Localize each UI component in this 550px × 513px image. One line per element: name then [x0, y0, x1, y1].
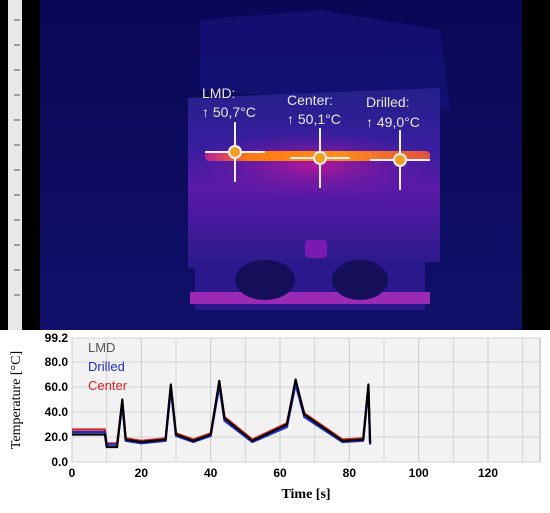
marker-lmd-label: LMD: — [202, 85, 235, 101]
marker-lmd-reading: ↑ 50,7°C — [202, 104, 256, 120]
clamp-left — [235, 260, 295, 300]
right-border — [522, 0, 550, 330]
y-axis-label: Temperature [°C] — [9, 351, 24, 449]
x-tick-label: 120 — [478, 466, 498, 480]
fixture-hot-strip — [190, 292, 430, 304]
x-tick-label: 60 — [273, 466, 287, 480]
thermal-image: LMD: ↑ 50,7°C Center: ↑ 50,1°C Drilled: … — [0, 0, 550, 330]
series-line-lmd — [72, 378, 372, 449]
marker-lmd[interactable]: LMD: ↑ 50,7°C — [202, 85, 265, 182]
x-tick-label: 40 — [204, 466, 218, 480]
marker-drilled[interactable]: Drilled: ↑ 49,0°C — [366, 94, 430, 190]
x-tick-label: 80 — [343, 466, 357, 480]
y-tick-label: 20.0 — [45, 430, 69, 444]
y-tick-label: 0.0 — [51, 455, 68, 469]
marker-center[interactable]: Center: ↑ 50,1°C — [287, 92, 350, 188]
crosshair-icon — [370, 130, 430, 190]
marker-drilled-label: Drilled: — [366, 94, 410, 110]
y-tick-label: 60.0 — [45, 380, 69, 394]
y-ticks: 0.0 20.0 40.0 60.0 80.0 99.2 — [45, 331, 69, 469]
clamp-right — [332, 260, 388, 300]
left-scale — [8, 0, 22, 330]
y-tick-label: 80.0 — [45, 355, 69, 369]
marker-center-label: Center: — [287, 92, 333, 108]
marker-drilled-reading: ↑ 49,0°C — [366, 114, 420, 130]
background-structure — [200, 10, 450, 110]
marker-center-reading: ↑ 50,1°C — [287, 111, 341, 127]
x-tick-label: 100 — [409, 466, 429, 480]
y-tick-label: 40.0 — [45, 405, 69, 419]
legend: LMD Drilled Center — [88, 340, 128, 393]
temperature-chart: 0.020.040.060.080.099.2 0 20 40 60 80 100 120 … — [0, 330, 550, 513]
crosshair-icon — [290, 128, 350, 188]
x-ticks: 0 20 40 60 80 100 120 — [69, 466, 499, 480]
y-tick-label: 99.2 — [45, 331, 69, 345]
clamp-center-hot — [305, 240, 327, 258]
legend-entry-lmd: LMD — [88, 340, 115, 355]
crosshair-icon — [205, 122, 265, 182]
x-tick-label: 20 — [135, 466, 149, 480]
left-scale-ticks — [14, 19, 20, 296]
x-axis-label: Time [s] — [281, 487, 330, 502]
x-tick-label: 0 — [69, 466, 76, 480]
legend-entry-drilled: Drilled — [88, 359, 125, 374]
series-lines — [72, 378, 372, 449]
legend-entry-center: Center — [88, 378, 128, 393]
